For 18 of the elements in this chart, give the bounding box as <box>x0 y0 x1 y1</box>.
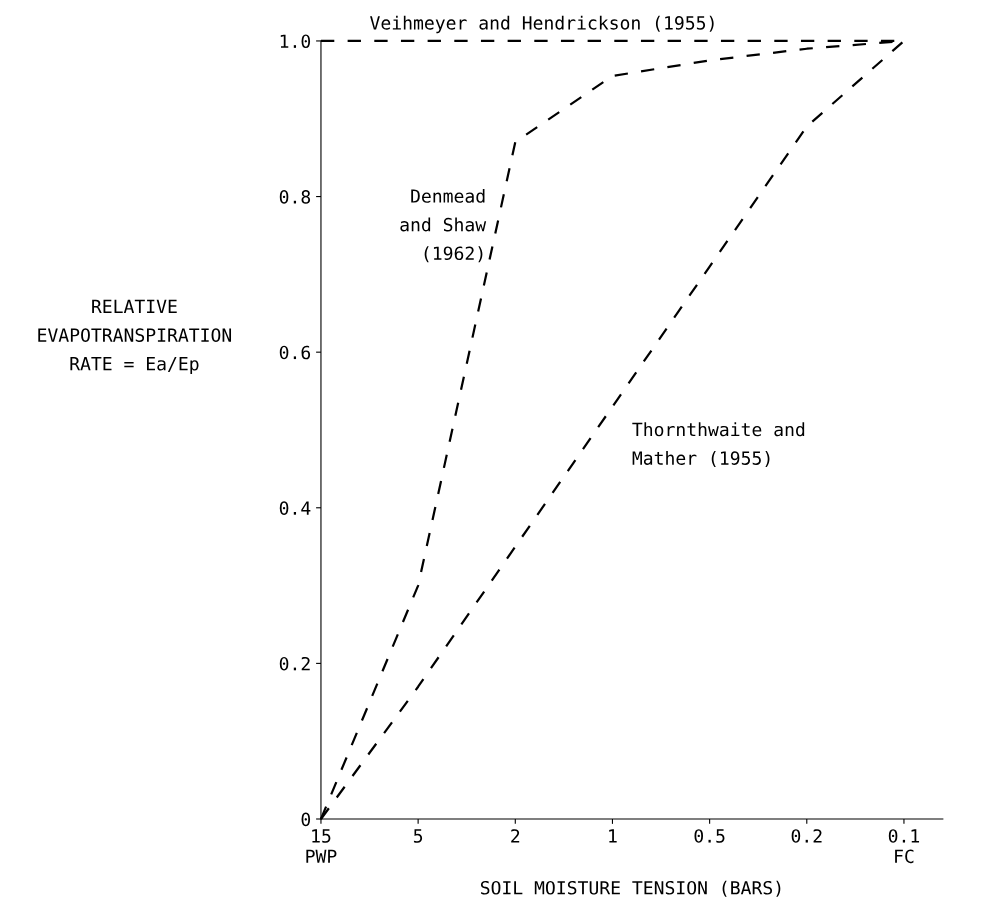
x-tick-label: 5 <box>413 829 423 843</box>
x-tick-label: 1 <box>609 829 617 843</box>
x-tick-label: 0.2 <box>791 829 822 843</box>
x-tick-label: 0.1 FC <box>888 829 920 864</box>
series-label: Thornthwaite and Mather (1955) <box>632 422 805 468</box>
y-tick-label: 0 <box>301 812 311 827</box>
x-tick-label: 2 <box>511 829 520 843</box>
y-tick-label: 0.6 <box>279 345 311 360</box>
series-label: Veihmeyer and Hendrickson (1955) <box>370 15 714 34</box>
y-tick-label: 0.2 <box>279 656 310 671</box>
y-tick-label: 1.0 <box>280 34 311 49</box>
y-axis-title: RELATIVE EVAPOTRANSPIRATION RATE = Ea/Ep <box>38 299 232 375</box>
x-tick-label: 15 PWP <box>306 829 337 863</box>
series-label: Denmead and Shaw (1962) <box>400 188 487 263</box>
y-tick-label: 0.4 <box>279 501 311 515</box>
y-tick-label: 0.8 <box>279 190 311 204</box>
x-tick-label: 0.5 <box>694 829 725 843</box>
x-axis-title: SOIL MOISTURE TENSION (BARS) <box>480 880 781 897</box>
